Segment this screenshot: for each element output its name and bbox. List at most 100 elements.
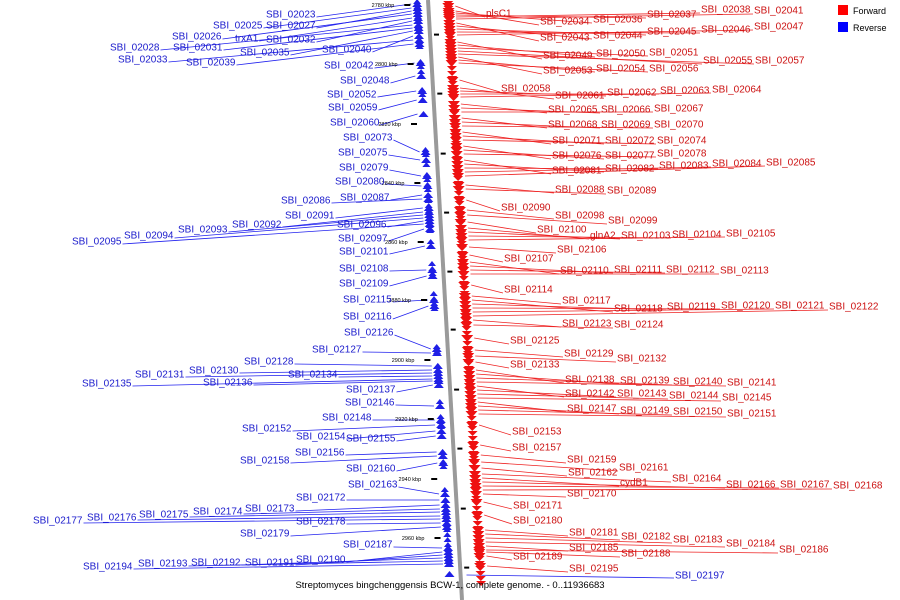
leader-line xyxy=(346,430,436,440)
reverse-gene-label: SBI_02127 xyxy=(312,345,362,356)
leader-line xyxy=(486,549,779,554)
forward-gene-arrow xyxy=(464,387,477,394)
leader-line xyxy=(460,92,712,98)
leader-line xyxy=(475,361,510,369)
reverse-gene-arrow xyxy=(425,243,436,249)
reverse-gene-arrow xyxy=(416,64,425,69)
forward-gene-label: SBI_02055 xyxy=(703,56,753,67)
leader-line xyxy=(290,30,413,56)
leader-line xyxy=(394,334,431,350)
leader-line xyxy=(469,254,504,263)
forward-gene-label: SBI_02129 xyxy=(564,349,614,360)
leader-line xyxy=(236,43,414,66)
forward-gene-label: SBI_02037 xyxy=(647,10,697,21)
reverse-gene-label: SBI_02197 xyxy=(675,571,725,582)
forward-gene-arrow xyxy=(475,576,486,581)
reverse-gene-arrow xyxy=(424,209,434,215)
leader-line xyxy=(473,319,562,328)
leader-line xyxy=(241,557,443,566)
forward-gene-label: SBI_02142 xyxy=(565,389,615,400)
forward-gene-arrow xyxy=(463,375,476,382)
leader-line xyxy=(455,14,647,19)
forward-gene-arrow xyxy=(451,165,464,172)
reverse-gene-arrow xyxy=(427,273,438,279)
reverse-gene-label: SBI_02115 xyxy=(343,295,392,306)
reverse-gene-label: SBI_02035 xyxy=(240,48,290,59)
forward-gene-arrow xyxy=(448,119,461,126)
reverse-gene-label: SBI_02033 xyxy=(118,55,168,66)
forward-gene-arrow xyxy=(468,471,481,478)
forward-gene-arrow xyxy=(470,491,482,498)
forward-gene-label: SBI_02185 xyxy=(569,543,619,554)
reverse-gene-label: SBI_02075 xyxy=(338,148,388,159)
reverse-gene-label: SBI_02174 xyxy=(193,507,243,518)
forward-gene-label: SBI_02050 xyxy=(596,49,646,60)
forward-gene-arrow xyxy=(471,496,482,501)
forward-gene-arrow xyxy=(462,341,473,346)
scale-tick-label: 2880 kbp xyxy=(388,298,411,304)
forward-gene-arrow xyxy=(456,244,468,251)
forward-gene-label: SBI_02170 xyxy=(567,489,617,500)
leader-line xyxy=(160,24,413,51)
forward-gene-arrow xyxy=(447,71,458,76)
leader-line xyxy=(389,245,425,255)
forward-gene-label: SBI_02070 xyxy=(654,120,704,131)
reverse-gene-arrow xyxy=(433,370,444,376)
reverse-gene-label: SBI_02108 xyxy=(339,264,389,275)
reverse-gene-label: SBI_02086 xyxy=(281,196,331,207)
leader-line xyxy=(477,397,722,402)
legend-swatch-reverse xyxy=(838,22,848,32)
reverse-gene-arrow xyxy=(429,297,439,303)
forward-gene-label: SBI_02140 xyxy=(673,377,723,388)
forward-gene-arrow xyxy=(445,60,458,67)
reverse-gene-arrow xyxy=(443,542,452,547)
leader-line xyxy=(487,565,569,573)
leader-line xyxy=(122,223,424,245)
reverse-gene-arrow xyxy=(426,239,435,244)
reverse-gene-arrow xyxy=(444,571,455,577)
reverse-gene-arrow xyxy=(444,561,454,567)
reverse-gene-arrow xyxy=(413,18,424,24)
leader-line xyxy=(477,393,669,400)
leader-line xyxy=(475,355,617,363)
leader-line xyxy=(377,90,417,98)
forward-gene-arrow xyxy=(475,571,486,576)
forward-gene-label: SBI_02100 xyxy=(537,225,587,236)
leader-line xyxy=(485,545,569,552)
forward-gene-arrow xyxy=(449,137,462,144)
forward-gene-label: SBI_02081 xyxy=(552,166,602,177)
forward-gene-label: SBI_02082 xyxy=(605,164,655,175)
leader-line xyxy=(389,275,427,287)
forward-gene-arrow xyxy=(456,252,469,259)
legend-swatch-forward xyxy=(838,5,848,15)
forward-gene-arrow xyxy=(449,123,462,130)
leader-line xyxy=(482,488,833,491)
reverse-gene-arrow xyxy=(428,261,436,266)
reverse-gene-arrow xyxy=(417,69,426,74)
forward-gene-arrow xyxy=(471,506,482,511)
reverse-gene-label: SBI_02109 xyxy=(339,279,389,290)
leader-line xyxy=(467,214,608,225)
reverse-gene-label: SBI_02131 xyxy=(135,370,185,381)
reverse-gene-arrow xyxy=(436,433,447,439)
leader-line xyxy=(457,47,649,57)
reverse-gene-arrow xyxy=(443,552,454,558)
reverse-gene-label: SBI_02178 xyxy=(296,517,346,528)
forward-gene-label: SBI_02056 xyxy=(649,64,699,75)
reverse-gene-label: SBI_02175 xyxy=(139,510,189,521)
forward-gene-label: SBI_02180 xyxy=(513,516,563,527)
leader-line xyxy=(458,62,649,73)
leader-line xyxy=(396,384,433,393)
reverse-gene-label: SBI_02094 xyxy=(124,231,174,242)
forward-gene-label: SBI_02157 xyxy=(512,443,562,454)
reverse-gene-label: SBI_02173 xyxy=(245,504,295,515)
forward-gene-arrow xyxy=(469,479,482,486)
forward-gene-arrow xyxy=(454,219,467,226)
reverse-gene-arrow xyxy=(438,460,449,466)
scale-tick-label: 2800 kbp xyxy=(375,62,398,68)
forward-gene-arrow xyxy=(467,431,478,436)
leader-line xyxy=(471,295,562,305)
genome-axis xyxy=(426,0,464,600)
forward-gene-arrow xyxy=(452,173,464,180)
